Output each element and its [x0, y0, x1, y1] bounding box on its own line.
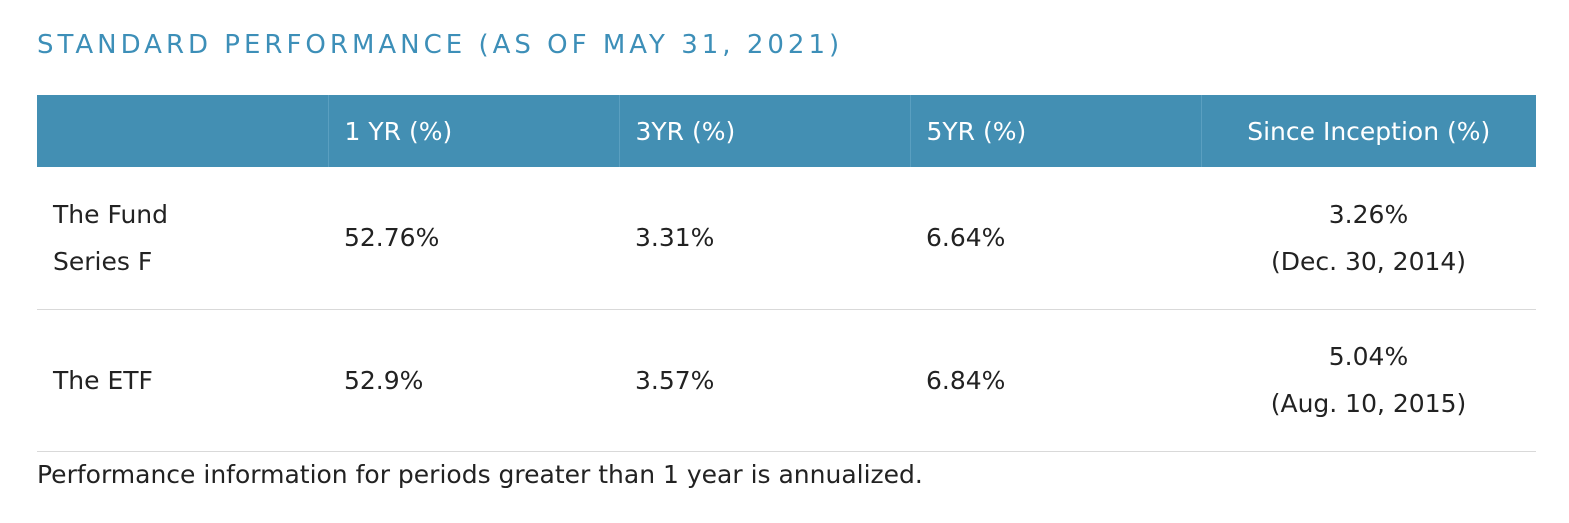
since-inception-cell: 5.04% (Aug. 10, 2015) [1201, 309, 1536, 452]
column-header-fund [37, 95, 328, 167]
table-header-row: 1 YR (%) 3YR (%) 5YR (%) Since Inception… [37, 95, 1536, 167]
fund-name-line2: Series F [53, 246, 153, 276]
fund-name-cell: The Fund Series F [37, 167, 328, 310]
inception-date: (Aug. 10, 2015) [1270, 389, 1467, 418]
column-header-3yr: 3YR (%) [618, 95, 910, 167]
inception-date: (Dec. 30, 2014) [1270, 246, 1467, 276]
return-5yr-cell: 6.64% [910, 167, 1201, 310]
since-inception-value: 3.26% [1328, 199, 1409, 229]
column-header-1yr: 1 YR (%) [327, 95, 619, 167]
fund-name-line1: The ETF [53, 365, 153, 395]
footnote: Performance information for periods grea… [37, 460, 923, 489]
return-3yr-cell: 3.31% [619, 167, 910, 310]
table-row: The Fund Series F 52.76% 3.31% 6.64% 3.2… [37, 167, 1536, 310]
column-header-5yr: 5YR (%) [909, 95, 1201, 167]
return-5yr-cell: 6.84% [910, 309, 1201, 452]
table-row: The ETF 52.9% 3.57% 6.84% 5.04% (Aug. 10… [37, 309, 1536, 452]
performance-table: 1 YR (%) 3YR (%) 5YR (%) Since Inception… [37, 95, 1536, 452]
return-1yr-cell: 52.9% [328, 309, 619, 452]
section-title: STANDARD PERFORMANCE (AS OF MAY 31, 2021… [37, 30, 844, 60]
fund-name-line1: The Fund [53, 199, 169, 229]
return-1yr-cell: 52.76% [328, 167, 619, 310]
fund-name-cell: The ETF [37, 309, 328, 452]
return-3yr-cell: 3.57% [619, 309, 910, 452]
since-inception-value: 5.04% [1328, 342, 1409, 371]
since-inception-cell: 3.26% (Dec. 30, 2014) [1201, 167, 1536, 310]
column-header-since-inception: Since Inception (%) [1200, 95, 1536, 167]
